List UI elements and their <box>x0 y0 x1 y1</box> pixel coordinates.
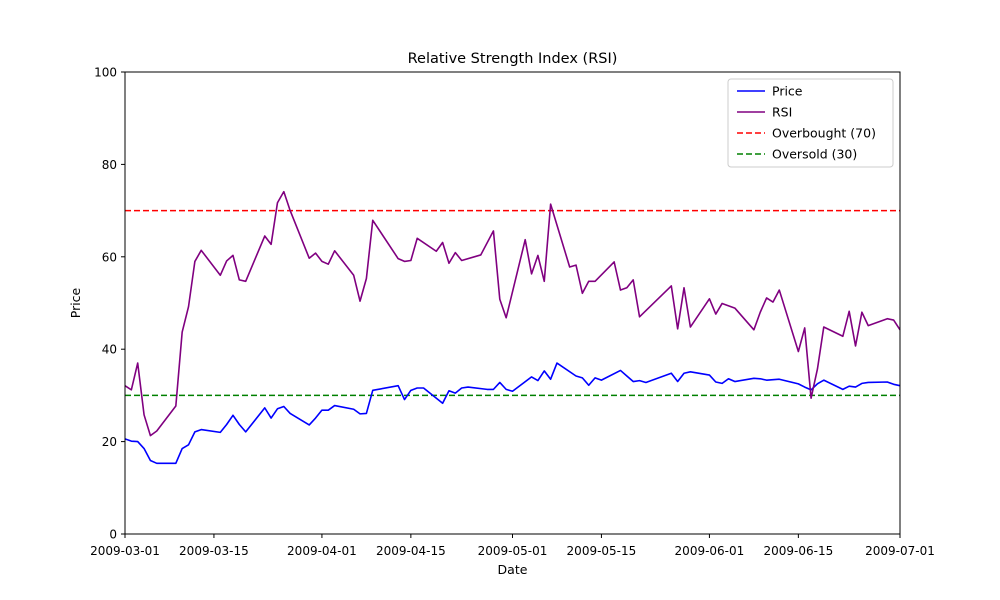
y-axis-label: Price <box>68 287 83 318</box>
legend-label-1: Price <box>772 84 803 99</box>
x-tick-label: 2009-03-15 <box>179 544 249 558</box>
legend-label-4: Oversold (30) <box>772 147 857 162</box>
series-line-rsi <box>124 190 901 437</box>
chart-title: Relative Strength Index (RSI) <box>408 51 618 67</box>
y-tick-label: 20 <box>102 435 117 449</box>
legend-label-3: Overbought (70) <box>772 126 876 141</box>
x-tick-label: 2009-05-15 <box>567 544 637 558</box>
y-tick-label: 100 <box>94 66 117 80</box>
x-tick-label: 2009-03-01 <box>90 544 160 558</box>
x-tick-label: 2009-04-01 <box>287 544 357 558</box>
legend-box <box>727 78 894 168</box>
x-tick-label: 2009-05-01 <box>478 544 548 558</box>
y-tick-label: 80 <box>102 158 117 172</box>
y-tick-label: 0 <box>109 528 117 542</box>
x-tick-label: 2009-04-15 <box>376 544 446 558</box>
series-line-price <box>124 362 901 465</box>
y-tick-label: 60 <box>102 250 117 264</box>
legend-label-2: RSI <box>772 105 792 120</box>
y-tick-label: 40 <box>102 343 117 357</box>
x-tick-label: 2009-07-01 <box>865 544 935 558</box>
x-tick-label: 2009-06-01 <box>675 544 745 558</box>
x-tick-label: 2009-06-15 <box>763 544 833 558</box>
x-axis-label: Date <box>498 562 528 577</box>
